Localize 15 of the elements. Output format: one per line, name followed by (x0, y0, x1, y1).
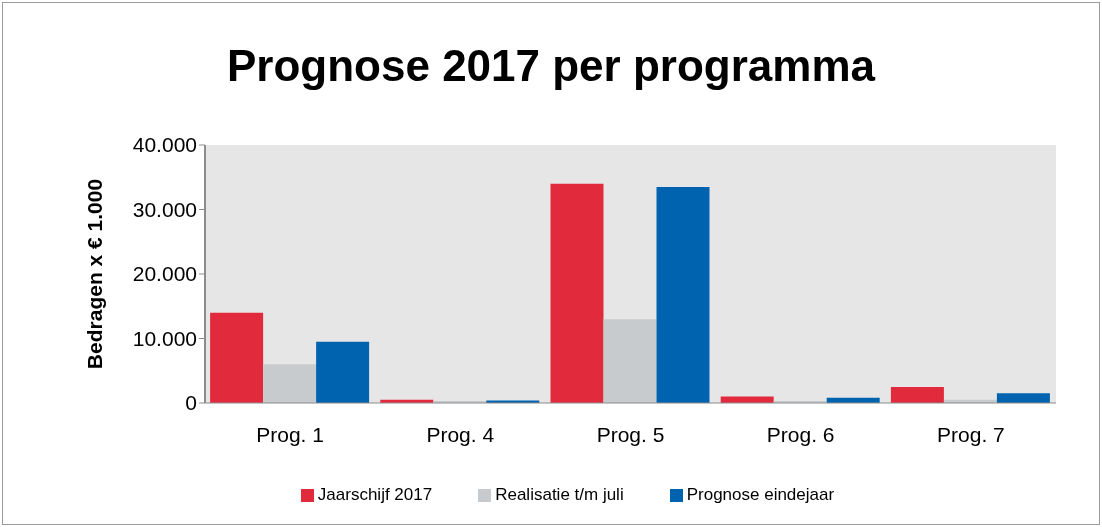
y-tick-label: 0 (185, 391, 197, 415)
x-tick-label: Prog. 5 (596, 422, 665, 446)
y-tick-label: 20.000 (132, 262, 197, 286)
chart-title: Prognose 2017 per programma (226, 41, 875, 90)
x-tick-label: Prog. 4 (426, 422, 495, 446)
legend-label: Realisatie t/m juli (495, 485, 624, 504)
legend-label: Jaarschijf 2017 (317, 485, 433, 504)
y-axis-title: Bedragen x € 1.000 (83, 178, 106, 370)
x-tick-label: Prog. 6 (766, 422, 835, 446)
x-tick-label: Prog. 7 (937, 422, 1005, 446)
legend-label: Prognose eindejaar (686, 485, 835, 504)
x-tick-label: Prog. 1 (256, 422, 324, 446)
y-tick-label: 10.000 (132, 326, 197, 350)
y-tick-label: 40.000 (132, 133, 197, 157)
y-tick-label: 30.000 (132, 197, 197, 221)
